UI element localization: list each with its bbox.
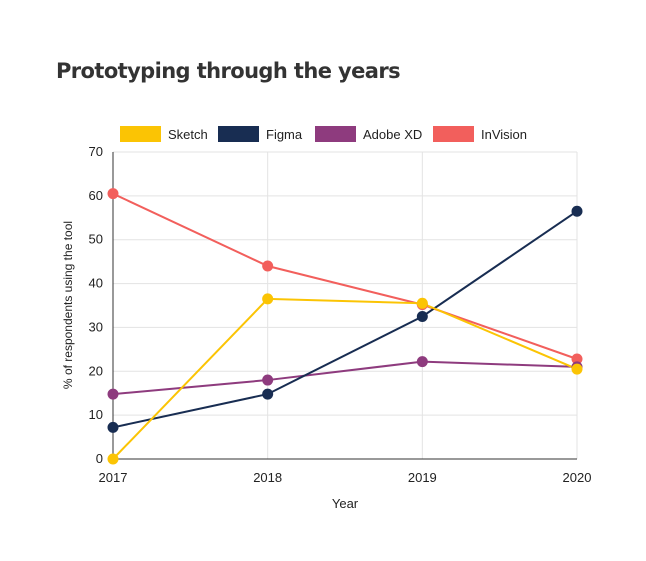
legend-label-sketch: Sketch [168, 127, 208, 142]
data-point-figma-2020 [571, 205, 583, 217]
series-line-invision [112, 192, 578, 360]
data-point-adobe-xd-2019 [416, 356, 428, 368]
x-tick-label-2018: 2018 [253, 470, 282, 485]
data-point-sketch-2017 [107, 453, 119, 465]
series-points [107, 188, 583, 465]
legend-swatch-invision [433, 126, 474, 142]
legend: Sketch Figma Adobe XD InVision [120, 126, 527, 142]
legend-label-invision: InVision [481, 127, 527, 142]
y-tick-label-40: 40 [89, 276, 103, 291]
data-point-invision-2017 [107, 188, 119, 200]
legend-swatch-figma [218, 126, 259, 142]
y-tick-label-60: 60 [89, 188, 103, 203]
legend-label-adobe-xd: Adobe XD [363, 127, 422, 142]
y-tick-label-70: 70 [89, 144, 103, 159]
legend-swatch-adobe-xd [315, 126, 356, 142]
data-point-sketch-2018 [262, 293, 274, 305]
x-tick-label-2017: 2017 [99, 470, 128, 485]
legend-swatch-sketch [120, 126, 161, 142]
data-point-figma-2019 [416, 310, 428, 322]
y-tick-label-20: 20 [89, 363, 103, 378]
data-point-figma-2018 [262, 388, 274, 400]
x-tick-label-2019: 2019 [408, 470, 437, 485]
y-axis-label: % of respondents using the tool [61, 221, 75, 389]
series-line-sketch [112, 297, 578, 460]
series-lines [112, 192, 578, 460]
y-tick-label-0: 0 [96, 451, 103, 466]
data-point-sketch-2019 [416, 297, 428, 309]
series-line-figma [112, 210, 578, 429]
chart-title: Prototyping through the years [56, 59, 401, 83]
y-tick-label-50: 50 [89, 232, 103, 247]
data-point-adobe-xd-2018 [262, 374, 274, 386]
x-axis-label: Year [332, 496, 359, 511]
data-point-adobe-xd-2017 [107, 388, 119, 400]
legend-label-figma: Figma [266, 127, 303, 142]
data-point-sketch-2020 [571, 363, 583, 375]
y-tick-label-30: 30 [89, 319, 103, 334]
series-line-adobe-xd [112, 360, 578, 396]
x-tick-label-2020: 2020 [563, 470, 592, 485]
data-point-invision-2020 [571, 353, 583, 365]
data-point-invision-2018 [262, 260, 274, 272]
axes: 0 10 20 30 40 50 60 70 2017 2018 2019 2020 [89, 144, 592, 485]
y-tick-label-10: 10 [89, 407, 103, 422]
data-point-figma-2017 [107, 421, 119, 433]
